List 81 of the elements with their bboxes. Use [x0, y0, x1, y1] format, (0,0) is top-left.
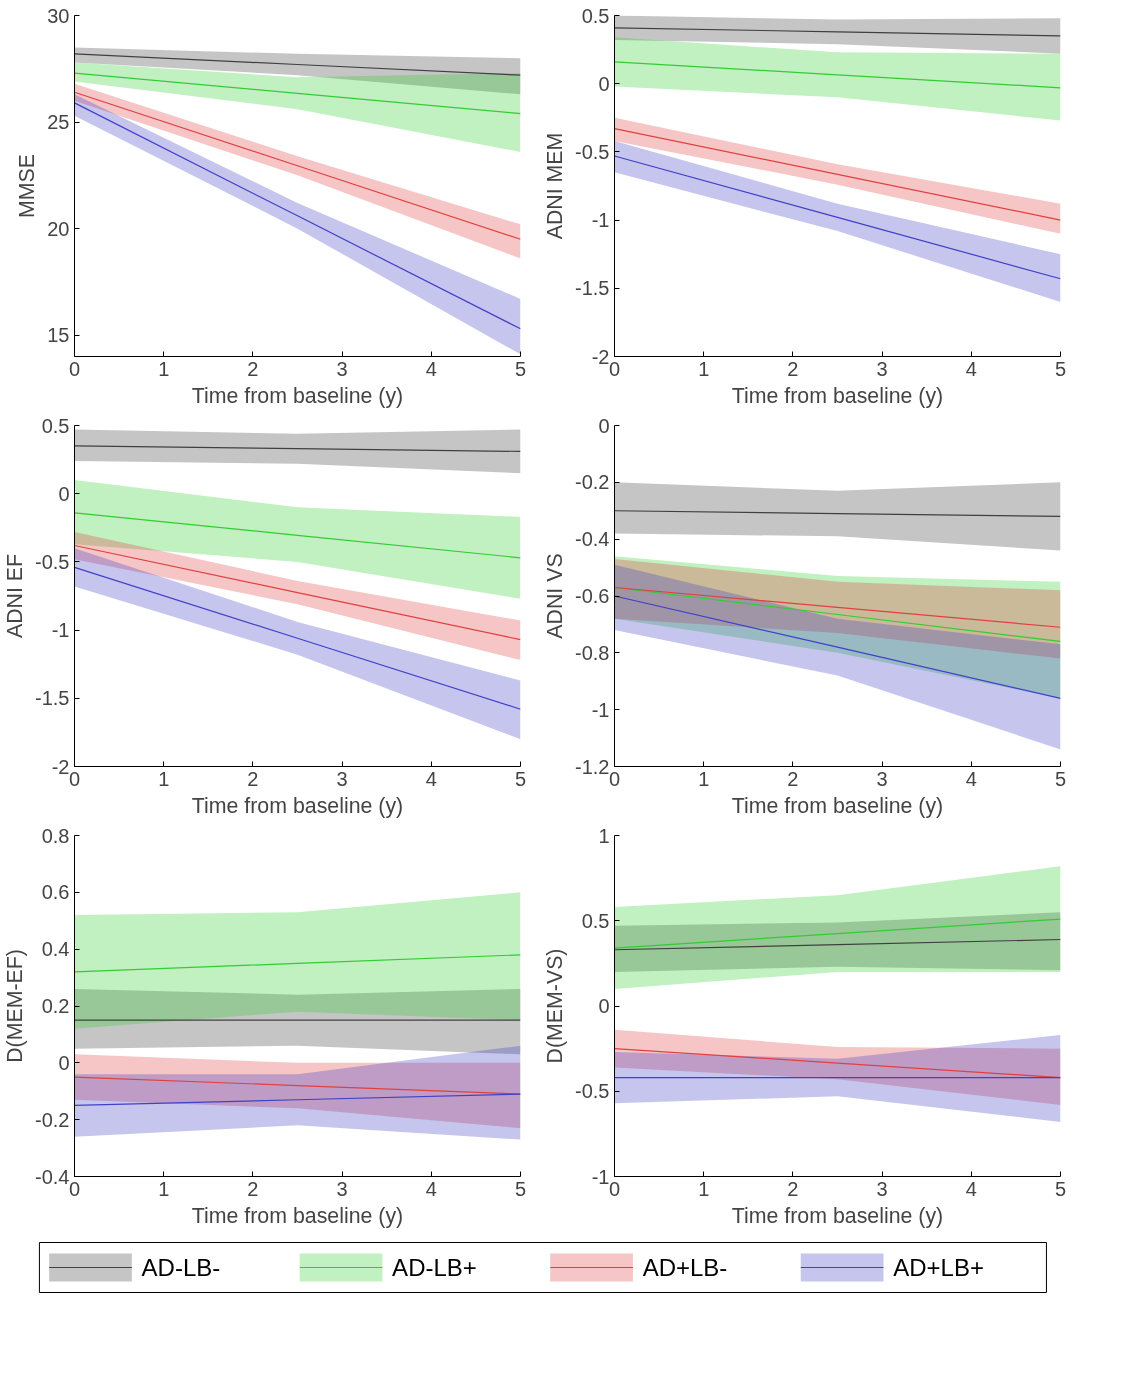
x-tick-label: 3 [876, 1177, 888, 1200]
x-tick-label: 3 [336, 1177, 348, 1200]
x-tick-label: 2 [787, 767, 799, 790]
y-tick-label: 1 [598, 824, 610, 847]
x-axis-title: Time from baseline (y) [731, 793, 944, 818]
y-tick-label: 15 [47, 324, 70, 347]
y-axis-title: MMSE [15, 154, 40, 218]
y-tick-label: -1 [51, 619, 70, 642]
x-tick-label: 5 [1054, 1177, 1067, 1200]
y-tick-label: 0 [58, 482, 70, 505]
x-tick-label: 3 [876, 767, 888, 790]
x-tick-label: 4 [425, 767, 437, 790]
y-tick-label: -1 [591, 698, 610, 721]
y-tick-label: -2 [51, 755, 70, 778]
y-tick-label: -1 [591, 1165, 610, 1188]
x-tick-label: 5 [1054, 767, 1067, 790]
x-tick-label: 4 [965, 1177, 977, 1200]
y-tick-label: 25 [47, 111, 70, 134]
y-tick-label: 30 [47, 4, 70, 27]
y-tick-label: 0.2 [41, 995, 70, 1017]
y-tick-label: -0.2 [35, 1108, 70, 1131]
y-tick-label: -2 [591, 345, 610, 368]
y-tick-label: 0.4 [41, 938, 70, 961]
y-tick-label: 20 [47, 217, 70, 240]
x-tick-label: 4 [425, 1177, 437, 1200]
y-tick-label: -1.5 [575, 277, 610, 300]
x-tick-label: 4 [425, 357, 437, 380]
x-tick-label: 1 [158, 767, 170, 790]
y-axis-title: D(MEM-EF) [3, 949, 28, 1063]
y-tick-label: -1 [591, 209, 610, 232]
y-tick-label: -1.5 [35, 687, 70, 710]
x-tick-label: 5 [1054, 357, 1067, 380]
y-tick-label: 0 [58, 1051, 70, 1074]
x-tick-label: 1 [158, 1177, 170, 1200]
y-axis-title: ADNI VS [543, 553, 568, 639]
x-tick-label: 4 [965, 357, 977, 380]
y-tick-label: -0.2 [575, 471, 610, 494]
x-tick-label: 1 [158, 357, 170, 380]
x-tick-label: 1 [698, 1177, 710, 1200]
x-tick-label: 4 [965, 767, 977, 790]
x-tick-label: 5 [514, 357, 527, 380]
y-tick-label: 0.5 [581, 909, 610, 932]
x-axis-title: Time from baseline (y) [191, 793, 404, 818]
y-tick-label: -0.5 [575, 140, 610, 163]
y-tick-label: 0 [598, 995, 610, 1017]
y-tick-label: 0.5 [41, 414, 70, 437]
x-tick-label: 3 [876, 357, 888, 380]
y-tick-label: -0.8 [575, 641, 610, 664]
y-tick-label: 0 [598, 414, 610, 437]
x-axis-title: Time from baseline (y) [191, 383, 404, 408]
x-tick-label: 5 [514, 767, 527, 790]
legend-label: AD-LB+ [392, 1254, 477, 1281]
y-axis-title: ADNI MEM [543, 132, 568, 240]
y-axis-title: D(MEM-VS) [543, 948, 568, 1064]
y-tick-label: -1.2 [575, 755, 610, 778]
x-axis-title: Time from baseline (y) [191, 1203, 404, 1228]
x-axis-title: Time from baseline (y) [731, 383, 944, 408]
x-tick-label: 2 [247, 767, 259, 790]
legend-label: AD-LB- [141, 1254, 221, 1281]
x-tick-label: 3 [336, 767, 348, 790]
x-tick-label: 2 [787, 1177, 799, 1200]
y-axis-title: ADNI EF [3, 553, 28, 639]
y-tick-label: 0.6 [41, 881, 70, 904]
y-tick-label: 0 [598, 72, 610, 95]
x-tick-label: 5 [514, 1177, 527, 1200]
legend-label: AD+LB- [642, 1254, 728, 1281]
y-tick-label: -0.5 [575, 1080, 610, 1103]
y-tick-label: -0.6 [575, 585, 610, 607]
y-tick-label: -0.5 [35, 550, 70, 573]
x-tick-label: 2 [247, 1177, 259, 1200]
x-tick-label: 2 [787, 357, 799, 380]
y-tick-label: 0.5 [581, 4, 610, 27]
y-tick-label: 0.8 [41, 824, 70, 847]
x-tick-label: 3 [336, 357, 348, 380]
y-tick-label: -0.4 [35, 1165, 70, 1188]
x-tick-label: 1 [698, 357, 710, 380]
legend-label: AD+LB+ [893, 1254, 984, 1281]
x-tick-label: 1 [698, 767, 710, 790]
x-tick-label: 2 [247, 357, 259, 380]
x-axis-title: Time from baseline (y) [731, 1203, 944, 1228]
y-tick-label: -0.4 [575, 528, 610, 551]
